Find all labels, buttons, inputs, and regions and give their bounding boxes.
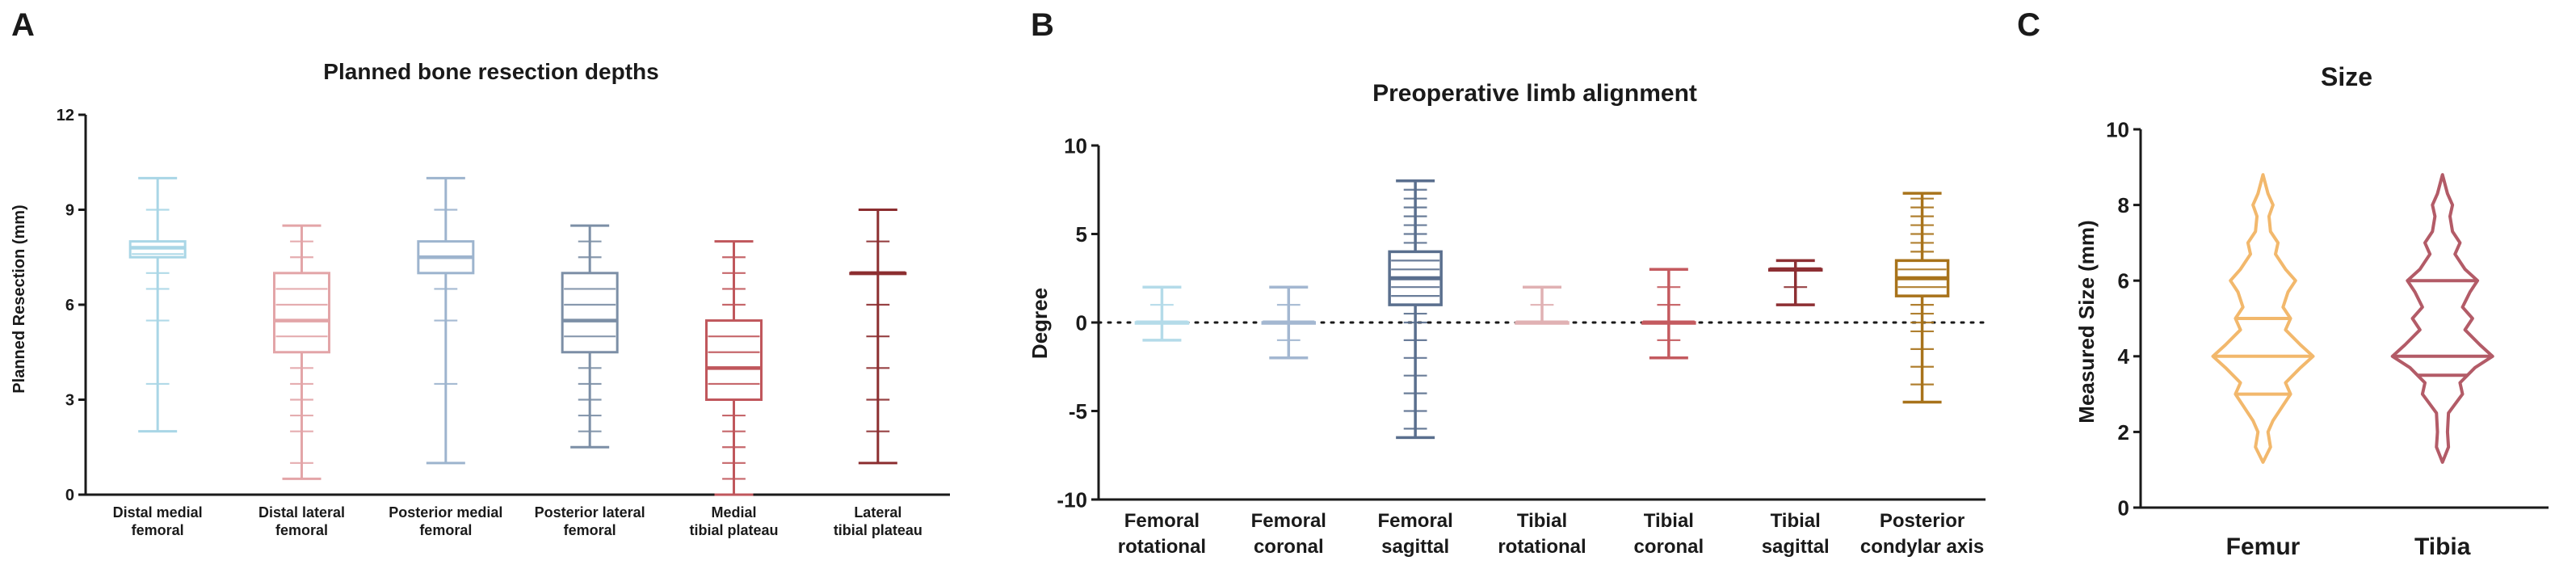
chart-title-b: Preoperative limb alignment bbox=[1372, 80, 1697, 107]
box-A-2 bbox=[417, 176, 475, 465]
y-tick-label-A: 9 bbox=[65, 202, 74, 220]
x-category-label-A: femoral bbox=[564, 522, 616, 538]
box-A-1 bbox=[273, 224, 330, 480]
panel-a: A Planned bone resection depths Planned … bbox=[11, 7, 950, 538]
x-category-label-A: femoral bbox=[132, 522, 184, 538]
x-category-label-B: sagittal bbox=[1762, 536, 1830, 558]
x-category-label-B: Femoral bbox=[1377, 510, 1452, 532]
x-category-label-A: tibial plateau bbox=[689, 522, 778, 538]
y-axis-label-a: Planned Resection (mm) bbox=[11, 204, 28, 393]
y-tick-label-B: 0 bbox=[1076, 310, 1087, 335]
panel-letter-b: B bbox=[1031, 7, 1054, 43]
y-tick-label-C: 10 bbox=[2106, 117, 2129, 141]
y-tick-label-A: 3 bbox=[65, 392, 74, 410]
x-category-label-B: condylar axis bbox=[1860, 536, 1984, 558]
y-tick-label-A: 12 bbox=[57, 107, 74, 124]
y-axis-label-c: Measured Size (mm) bbox=[2074, 220, 2099, 423]
x-category-label-A: Distal lateral bbox=[258, 504, 345, 521]
box-A-5 bbox=[849, 209, 907, 465]
x-category-label-A: Posterior medial bbox=[389, 504, 502, 521]
iqr-box bbox=[561, 272, 619, 354]
x-category-label-A: femoral bbox=[419, 522, 472, 538]
violin-C-1 bbox=[2390, 173, 2494, 464]
chart-title-c: Size bbox=[2321, 62, 2372, 91]
x-category-label-C: Tibia bbox=[2414, 533, 2471, 560]
plot-area-b: -10 -5 0 5 10 Femoral rotational Femoral coronal… bbox=[1057, 133, 1987, 558]
y-tick-label-C: 2 bbox=[2118, 420, 2129, 445]
panel-letter-a: A bbox=[11, 7, 35, 43]
box-B-0 bbox=[1134, 285, 1190, 342]
y-tick-label-C: 4 bbox=[2118, 344, 2130, 369]
y-tick-label-B: 10 bbox=[1064, 133, 1087, 158]
box-A-4 bbox=[705, 240, 763, 496]
x-category-label-B: Tibial bbox=[1644, 510, 1694, 532]
box-B-3 bbox=[1515, 285, 1570, 325]
x-category-label-A: Lateral bbox=[854, 504, 901, 521]
box-B-2 bbox=[1388, 179, 1443, 440]
x-category-label-B: coronal bbox=[1254, 536, 1324, 558]
x-category-label-A: Posterior lateral bbox=[535, 504, 645, 521]
x-category-label-B: Femoral bbox=[1124, 510, 1200, 532]
y-tick-label-B: -5 bbox=[1069, 399, 1087, 424]
y-tick-label-A: 6 bbox=[65, 297, 74, 314]
box-B-6 bbox=[1894, 192, 1950, 404]
box-A-0 bbox=[128, 176, 187, 433]
x-category-label-A: femoral bbox=[275, 522, 328, 538]
x-category-label-B: rotational bbox=[1498, 536, 1586, 558]
plot-area-c: 0 2 4 6 8 10 Femur Tibia bbox=[2106, 117, 2549, 560]
y-tick-label-C: 6 bbox=[2118, 269, 2129, 293]
y-tick-label-C: 0 bbox=[2118, 495, 2129, 520]
x-category-label-C: Femur bbox=[2226, 533, 2301, 560]
panel-letter-c: C bbox=[2017, 7, 2040, 43]
y-tick-label-B: 5 bbox=[1076, 222, 1087, 247]
x-category-label-B: Tibial bbox=[1771, 510, 1821, 532]
y-tick-label-B: -10 bbox=[1057, 487, 1087, 512]
violin-outline bbox=[2390, 173, 2494, 464]
iqr-box bbox=[273, 272, 330, 354]
x-category-label-B: Posterior bbox=[1880, 510, 1965, 532]
y-tick-label-A: 0 bbox=[65, 487, 74, 504]
x-category-label-B: rotational bbox=[1118, 536, 1206, 558]
x-category-label-A: tibial plateau bbox=[834, 522, 922, 538]
x-category-label-A: Distal medial bbox=[113, 504, 203, 521]
x-category-label-A: Medial bbox=[711, 504, 756, 521]
box-B-4 bbox=[1641, 268, 1696, 360]
box-A-3 bbox=[561, 224, 619, 449]
panel-b: B Preoperative limb alignment Degree -10… bbox=[1027, 7, 1987, 558]
x-category-label-B: Tibial bbox=[1517, 510, 1567, 532]
panel-c: C Size Measured Size (mm) 0 2 4 6 8 10 Femur Ti… bbox=[2017, 7, 2549, 560]
chart-title-a: Planned bone resection depths bbox=[323, 59, 658, 84]
x-category-label-B: Femoral bbox=[1251, 510, 1326, 532]
y-axis-label-b: Degree bbox=[1027, 288, 1052, 359]
y-tick-label-C: 8 bbox=[2118, 193, 2129, 217]
x-category-label-B: coronal bbox=[1634, 536, 1704, 558]
x-category-label-B: sagittal bbox=[1381, 536, 1449, 558]
box-B-1 bbox=[1261, 285, 1317, 360]
violin-C-0 bbox=[2211, 173, 2315, 464]
iqr-box bbox=[705, 319, 763, 402]
box-B-5 bbox=[1767, 259, 1823, 306]
